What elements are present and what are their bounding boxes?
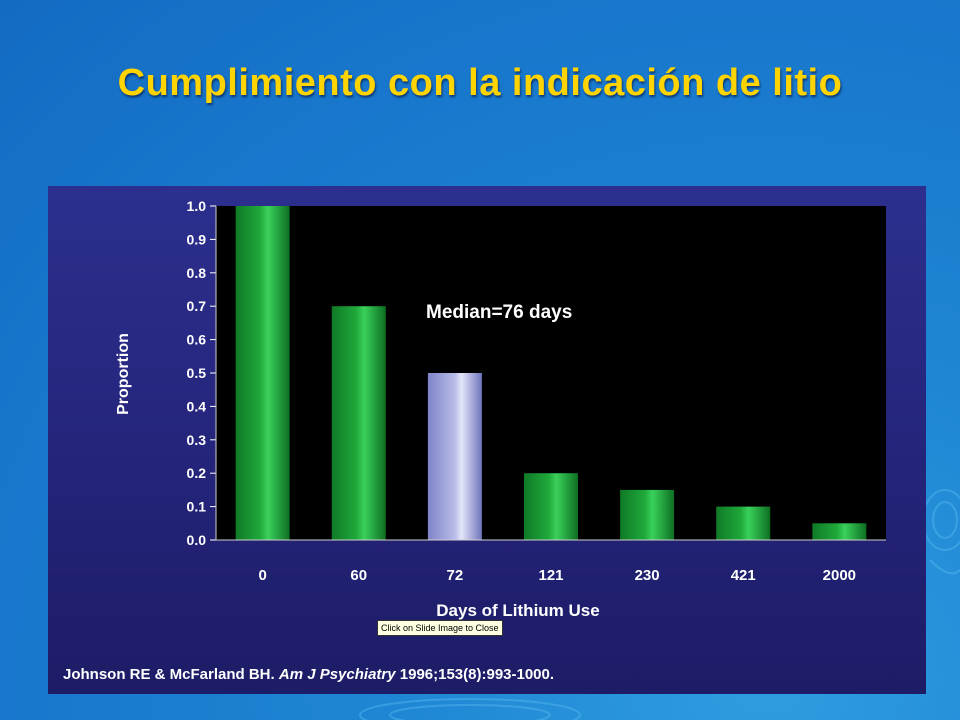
y-tick-label: 0.1 bbox=[187, 499, 207, 515]
slide-title: Cumplimiento con la indicación de litio bbox=[117, 62, 843, 104]
y-axis-label: Proportion bbox=[115, 333, 132, 415]
bar-chart: 0.0 0.1 0.2 0.3 0.4 0.5 0.6 0.7 0.8 0.9 1.0 0 60 72 12… bbox=[115, 198, 886, 620]
y-tick-label: 1.0 bbox=[187, 198, 207, 214]
citation-authors: Johnson RE & McFarland BH. bbox=[63, 666, 279, 683]
x-tick-label: 2000 bbox=[823, 567, 856, 584]
bar bbox=[235, 206, 290, 540]
close-tooltip: Click on Slide Image to Close bbox=[377, 620, 503, 636]
median-annotation: Median=76 days bbox=[426, 302, 572, 323]
bar bbox=[716, 506, 771, 540]
bar bbox=[620, 489, 675, 540]
chart-image[interactable]: 0.0 0.1 0.2 0.3 0.4 0.5 0.6 0.7 0.8 0.9 1.0 0 60 72 12… bbox=[48, 186, 926, 694]
x-tick-label: 72 bbox=[447, 567, 464, 584]
bar bbox=[331, 306, 386, 540]
x-axis-label: Days of Lithium Use bbox=[436, 601, 599, 620]
y-tick-label: 0.8 bbox=[187, 265, 207, 281]
y-tick-label: 0.3 bbox=[187, 432, 207, 448]
x-tick-label: 60 bbox=[350, 567, 367, 584]
y-tick-label: 0.2 bbox=[187, 465, 207, 481]
y-tick-label: 0.0 bbox=[187, 532, 207, 548]
y-tick-label: 0.7 bbox=[187, 298, 207, 314]
y-tick-label: 0.6 bbox=[187, 332, 207, 348]
x-tick-label: 230 bbox=[635, 567, 660, 584]
y-tick-label: 0.9 bbox=[187, 231, 207, 247]
x-tick-label: 0 bbox=[258, 567, 266, 584]
bar bbox=[812, 523, 867, 540]
y-tick-label: 0.5 bbox=[187, 365, 207, 381]
bar bbox=[524, 473, 578, 540]
y-tick-label: 0.4 bbox=[187, 398, 207, 414]
citation: Johnson RE & McFarland BH. Am J Psychiat… bbox=[63, 666, 554, 683]
citation-details: 1996;153(8):993-1000. bbox=[395, 666, 555, 683]
x-tick-label: 421 bbox=[731, 567, 756, 584]
bar-median bbox=[427, 373, 482, 540]
x-tick-label: 121 bbox=[538, 567, 563, 584]
citation-journal: Am J Psychiatry bbox=[278, 666, 396, 683]
